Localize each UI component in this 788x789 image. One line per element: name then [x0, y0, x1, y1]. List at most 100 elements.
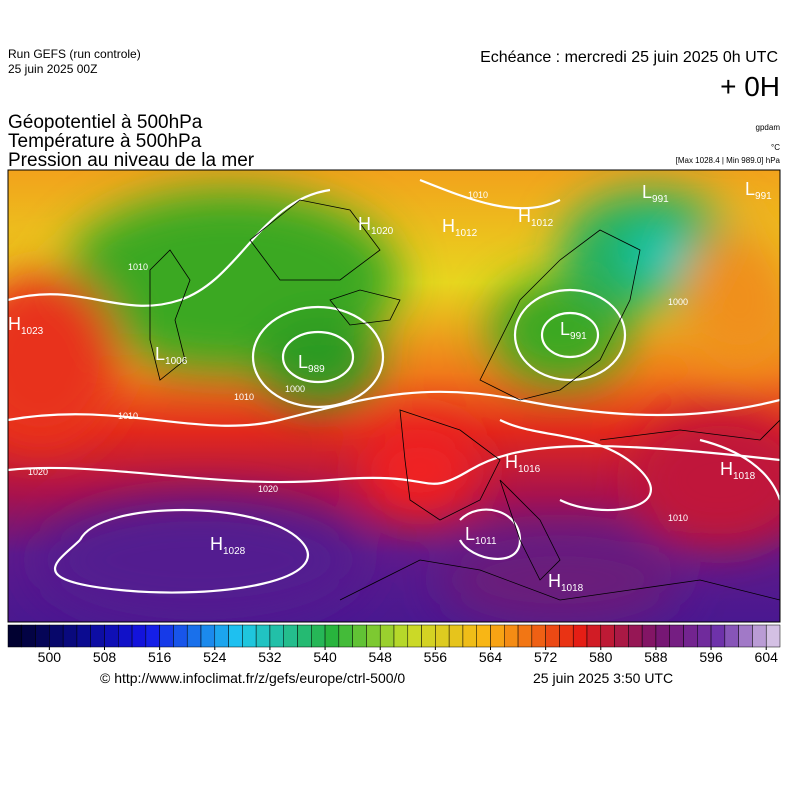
pressure-center: H1012 [442, 216, 478, 239]
colorbar-cell [600, 624, 615, 648]
isobar-label: 1010 [118, 411, 138, 421]
colorbar-cell [21, 624, 36, 648]
center-value: 1012 [455, 228, 478, 239]
center-value: 1011 [475, 536, 497, 547]
colorbar-cell [697, 624, 712, 648]
title: Température à 500hPa [8, 131, 202, 152]
colorbar-cell [338, 624, 353, 648]
colorbar-cell [407, 624, 422, 648]
colorbar-cell [242, 624, 257, 648]
colorbar-label: 548 [369, 649, 393, 665]
colorbar-cell [710, 624, 726, 648]
colorbar-label: 524 [203, 649, 227, 665]
center-letter: H [548, 571, 561, 591]
pressure-center: H1012 [518, 206, 554, 229]
colorbar-cell [62, 624, 78, 648]
center-value: 1018 [733, 471, 756, 482]
colorbar-label: 604 [755, 649, 779, 665]
isobar-label: 1020 [28, 467, 48, 477]
center-letter: L [560, 319, 570, 339]
center-letter: L [465, 524, 475, 544]
center-letter: H [442, 216, 455, 236]
map-frame [7, 169, 781, 623]
colorbar-cell [393, 624, 409, 648]
colorbar-cell [545, 624, 560, 648]
colorbar-cell [752, 624, 767, 648]
colorbar-cell [131, 624, 147, 648]
colorbar-cell [255, 624, 271, 648]
center-value: 991 [755, 191, 772, 202]
isobar-label: 1000 [668, 297, 688, 307]
colorbar-label: 508 [93, 649, 117, 665]
colorbar-label: 596 [699, 649, 723, 665]
center-letter: L [642, 182, 652, 202]
pressure-center: H1020 [358, 214, 394, 237]
center-value: 1028 [223, 546, 246, 557]
pressure-center: L1011 [465, 524, 497, 547]
isobar-label: 1010 [234, 392, 254, 402]
pressure-center: H1018 [720, 459, 756, 482]
colorbar-cell [738, 624, 753, 648]
center-letter: H [518, 206, 531, 226]
colorbar-cell [324, 624, 340, 648]
colorbar-cell [448, 624, 464, 648]
colorbar-cell [462, 624, 477, 648]
colorbar-cell [724, 624, 739, 648]
offset: + 0H [720, 71, 780, 102]
pressure-center: H1016 [505, 452, 541, 475]
colorbar-cell [586, 624, 602, 648]
center-value: 989 [308, 364, 325, 375]
center-letter: L [745, 179, 755, 199]
colorbar-cell [297, 624, 312, 648]
isobar-label: 1010 [468, 190, 488, 200]
colorbar-cell [379, 624, 395, 648]
colorbar-cell [145, 624, 160, 648]
colorbar-cell [159, 624, 174, 648]
colorbar-cell [35, 624, 50, 648]
colorbar-cell [559, 624, 574, 648]
colorbar-cell [283, 624, 298, 648]
colorbar-cell [504, 624, 519, 648]
colorbar-cell [90, 624, 105, 648]
colorbar-cell [628, 624, 643, 648]
isobar-label: 1010 [668, 513, 688, 523]
map [8, 170, 780, 622]
center-value: 1012 [531, 218, 554, 229]
colorbar-label: 532 [258, 649, 282, 665]
colorbar-cell [186, 624, 202, 648]
colorbar-cell [669, 624, 684, 648]
title: Géopotentiel à 500hPa [8, 112, 203, 133]
isobar-label: 1020 [258, 484, 278, 494]
center-value: 1023 [21, 326, 44, 337]
colorbar-cell [531, 624, 546, 648]
colorbar-cell [765, 624, 781, 648]
colorbar-cell [517, 624, 533, 648]
center-value: 991 [652, 194, 669, 205]
center-value: 1016 [518, 464, 541, 475]
colorbar-cell [228, 624, 243, 648]
title: Pression au niveau de la mer [8, 150, 255, 171]
colorbar-cell [421, 624, 436, 648]
colorbar-cell [118, 624, 133, 648]
colorbar-cell [352, 624, 367, 648]
center-letter: L [298, 352, 308, 372]
echeance: Echéance : mercredi 25 juin 2025 0h UTC [480, 49, 778, 66]
colorbar-cell [173, 624, 188, 648]
pressure-center: H1023 [8, 314, 44, 337]
colorbar-label: 572 [534, 649, 558, 665]
pressure-center: L991 [642, 182, 669, 205]
unit: °C [771, 143, 780, 152]
run-label: Run GEFS (run controle) [8, 47, 141, 61]
colorbar-cell [476, 624, 491, 648]
center-value: 1006 [165, 356, 188, 367]
pressure-center: H1028 [210, 534, 246, 557]
center-letter: H [210, 534, 223, 554]
colorbar-label: 588 [644, 649, 668, 665]
pressure-center: L991 [745, 179, 772, 202]
colorbar-label: 516 [148, 649, 172, 665]
colorbar-cell [655, 624, 670, 648]
colorbar-cell [311, 624, 326, 648]
center-letter: H [505, 452, 518, 472]
center-letter: H [358, 214, 371, 234]
colorbar-cell [104, 624, 119, 648]
